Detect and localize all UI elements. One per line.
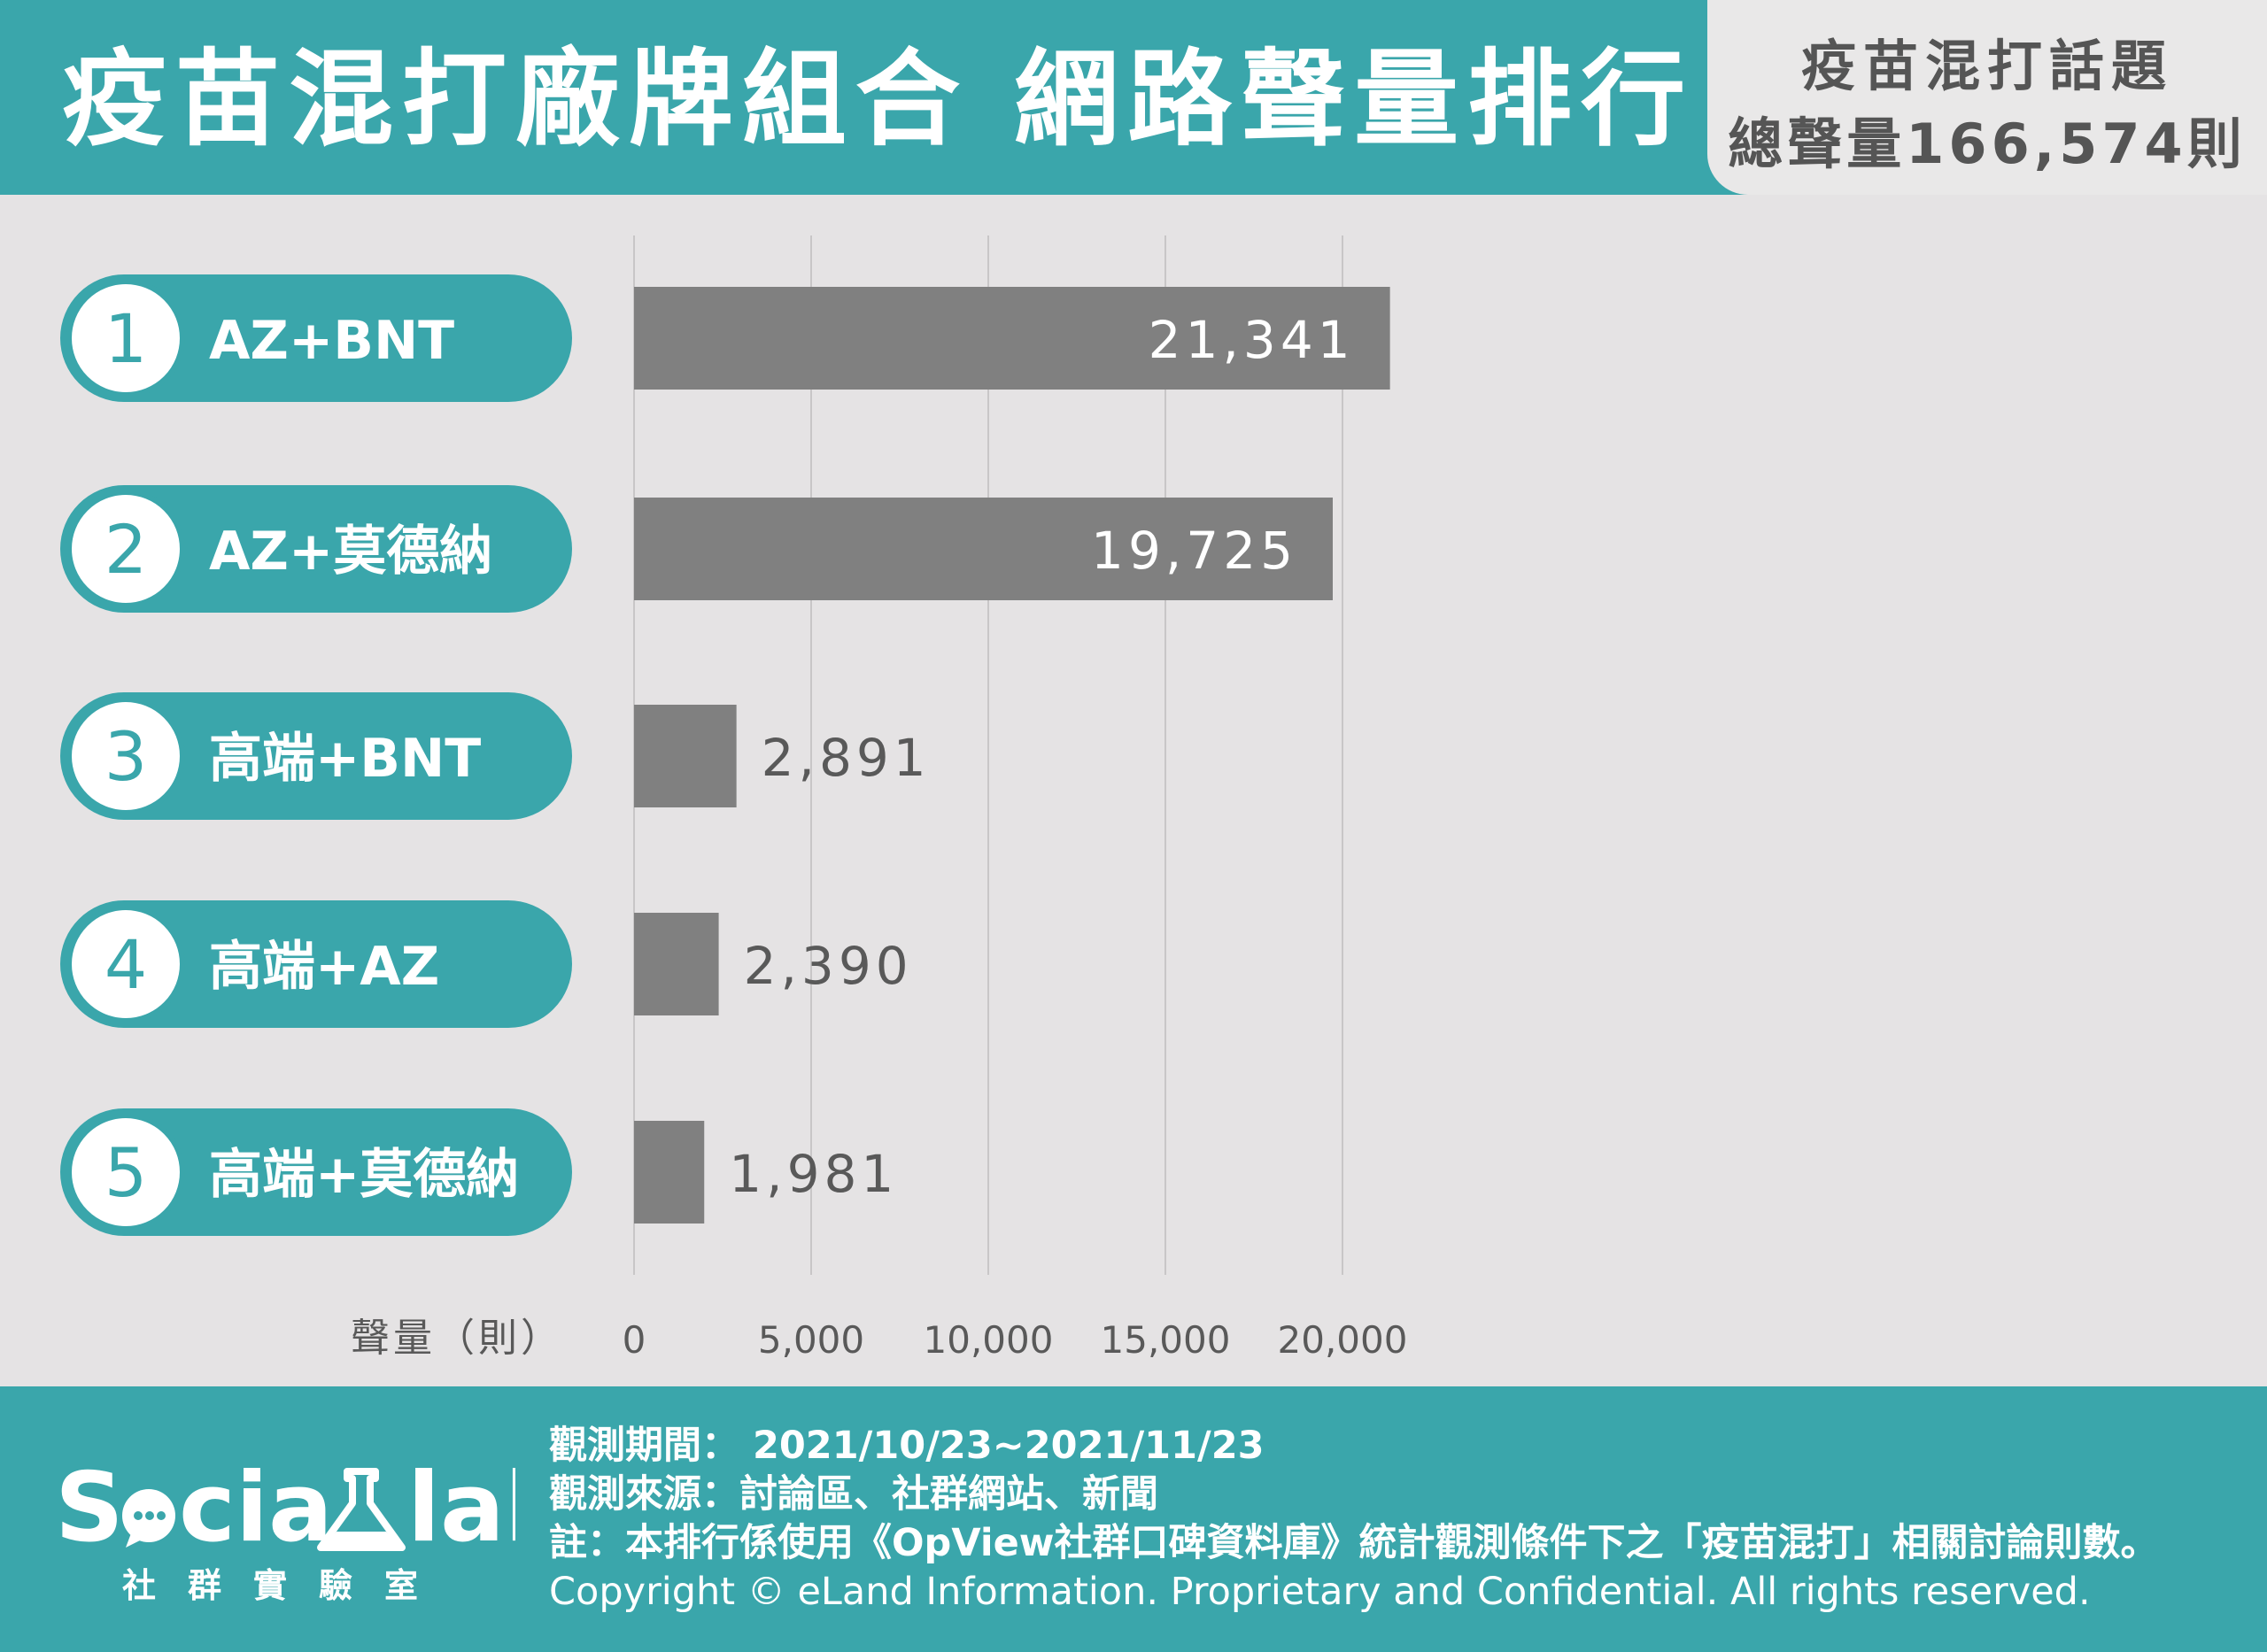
total-volume-box: 疫苗混打話題 總聲量166,574則 (1707, 0, 2267, 195)
rank-pill (60, 274, 572, 402)
observation-period: 觀測期間： 2021/10/23~2021/11/23 (549, 1424, 1265, 1468)
page-title: 疫苗混打廠牌組合 網路聲量排行 (62, 38, 1695, 160)
bar (634, 287, 1390, 390)
x-axis-title: 聲量（則） (351, 1316, 563, 1361)
svg-text:cia: cia (179, 1459, 333, 1558)
rank-number: 4 (104, 925, 147, 1004)
rank-number: 5 (104, 1133, 147, 1212)
bar-value-label: 2,390 (744, 936, 913, 996)
methodology-note: 註：本排行係使用《OpView社群口碑資料庫》統計觀測條件下之「疫苗混打」相關討… (549, 1521, 2159, 1565)
category-label: 高端+莫德納 (209, 1144, 519, 1206)
bar-value-label: 1,981 (729, 1144, 898, 1204)
total-volume-label: 疫苗混打話題 (1800, 34, 2173, 98)
x-tick-label: 5,000 (758, 1318, 864, 1362)
rank-circle (66, 279, 185, 398)
logo-wordmark: S cia lab (55, 1459, 515, 1558)
rank-pill (60, 1108, 572, 1236)
bar (634, 498, 1333, 600)
category-label: 高端+AZ (209, 936, 439, 998)
rank-circle (66, 697, 185, 815)
ranking-bar-chart: 21,341 1 AZ+BNT 19,725 2 AZ+莫德納 2,891 3 高端+BNT 2,… (60, 235, 1408, 1362)
svg-text:S: S (55, 1459, 124, 1558)
category-label: AZ+莫德納 (209, 521, 492, 583)
rank-number: 1 (104, 299, 147, 378)
bar-value-label: 2,891 (762, 728, 931, 788)
rank-pill (60, 900, 572, 1028)
footer-notes: 觀測期間： 2021/10/23~2021/11/23 觀測來源：討論區、社群網… (549, 1422, 2249, 1617)
copyright-notice: Copyright © eLand Information. Proprieta… (549, 1570, 2091, 1614)
footer-banner: S cia lab 社群實驗室 觀測期間： 2021/10/23~2021/11… (0, 1386, 2267, 1652)
rank-number: 3 (104, 717, 147, 796)
rank-circle (66, 905, 185, 1023)
logo-subtitle: 社群實驗室 (122, 1566, 451, 1605)
header-banner: 疫苗混打廠牌組合 網路聲量排行 疫苗混打話題 總聲量166,574則 (0, 0, 2267, 195)
rank-pill (60, 692, 572, 820)
rank-pill (60, 485, 572, 613)
svg-text:lab: lab (407, 1459, 515, 1558)
x-tick-label: 15,000 (1101, 1318, 1231, 1362)
socialab-logo: S cia lab 社群實驗室 (55, 1459, 515, 1605)
category-label: 高端+BNT (209, 728, 481, 790)
rank-circle (66, 490, 185, 608)
bar (634, 1121, 705, 1224)
x-tick-label: 10,000 (924, 1318, 1054, 1362)
bar-value-label: 21,341 (1149, 310, 1355, 370)
x-tick-label: 0 (623, 1318, 646, 1362)
x-tick-label: 20,000 (1278, 1318, 1408, 1362)
bar-value-label: 19,725 (1091, 521, 1297, 581)
rank-number: 2 (104, 510, 147, 589)
observation-source: 觀測來源：討論區、社群網站、新聞 (549, 1472, 1158, 1517)
category-label: AZ+BNT (209, 310, 454, 372)
rank-circle (66, 1113, 185, 1231)
bar (634, 705, 737, 807)
bar (634, 913, 719, 1015)
total-volume-value: 總聲量166,574則 (1728, 112, 2247, 176)
